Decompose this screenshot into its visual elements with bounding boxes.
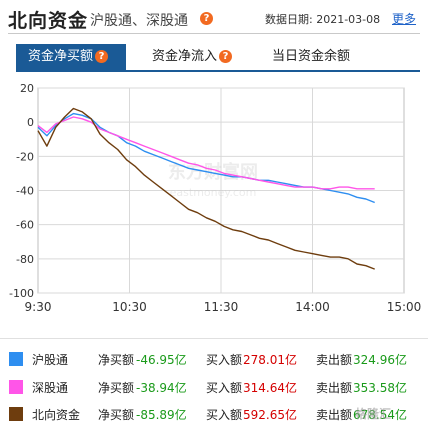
- help-icon[interactable]: ?: [200, 12, 213, 25]
- net-value: -85.89亿: [136, 408, 187, 422]
- sell-label: 卖出额: [316, 408, 353, 422]
- corner-watermark: 格隆汇: [355, 407, 392, 421]
- watermark-title: 东方财富网: [168, 161, 258, 183]
- sell-value: 353.58亿: [353, 381, 407, 395]
- legend-row-north: 北向资金 净买额 -85.89亿 买入额 592.65亿 卖出额 678.54亿: [0, 401, 428, 427]
- net-value: -46.95亿: [136, 353, 187, 367]
- sell-label: 卖出额: [316, 353, 353, 367]
- legend-swatch: [9, 352, 23, 366]
- tab-net-buy-label: 资金净买额: [28, 49, 94, 64]
- net-label: 净买额: [98, 408, 135, 422]
- x-tick-label: 11:30: [204, 300, 239, 314]
- sell-value: 678.54亿: [353, 408, 407, 422]
- y-tick-label: -40: [16, 185, 34, 198]
- net-value: -38.94亿: [136, 381, 187, 395]
- buy-value: 592.65亿: [243, 408, 297, 422]
- buy-label: 买入额: [206, 408, 243, 422]
- data-date: 数据日期: 2021-03-08: [265, 13, 381, 26]
- page-subtitle: 沪股通、深股通: [90, 13, 188, 29]
- legend-swatch: [9, 380, 23, 394]
- y-tick-label: -80: [16, 253, 34, 266]
- x-tick-label: 15:00: [387, 300, 422, 314]
- legend-row-sz: 深股通 净买额 -38.94亿 买入额 314.64亿 卖出额 353.58亿: [0, 374, 428, 400]
- buy-label: 买入额: [206, 381, 243, 395]
- buy-value: 314.64亿: [243, 381, 297, 395]
- line-chart: 东方财富网 eastmoney.com 200-20-40-60-80-100 …: [9, 82, 422, 314]
- net-label: 净买额: [98, 353, 135, 367]
- y-axis: 20 0 -20 -40 -60 -80 -100: [9, 82, 34, 300]
- watermark: 东方财富网 eastmoney.com: [168, 161, 258, 199]
- net-label: 净买额: [98, 381, 135, 395]
- legend-divider: [0, 338, 428, 339]
- page-title: 北向资金: [8, 10, 89, 32]
- x-tick-label: 14:00: [295, 300, 330, 314]
- buy-label: 买入额: [206, 353, 243, 367]
- legend-swatch: [9, 407, 23, 421]
- more-link[interactable]: 更多: [392, 12, 417, 26]
- help-icon[interactable]: ?: [219, 50, 233, 63]
- tab-underline: [16, 70, 420, 72]
- x-tick-label: 10:30: [112, 300, 147, 314]
- series-line-2: [37, 107, 375, 270]
- y-tick-label: -100: [9, 287, 34, 300]
- sell-label: 卖出额: [316, 381, 353, 395]
- tab-daily-balance[interactable]: 当日资金余额: [272, 44, 372, 70]
- sell-value: 324.96亿: [353, 353, 407, 367]
- tab-bar: 资金净买额? 资金净流入? 当日资金余额: [0, 44, 428, 72]
- tab-net-inflow-label: 资金净流入: [152, 49, 218, 64]
- y-tick-label: 20: [20, 82, 34, 95]
- header-divider: [8, 33, 420, 34]
- y-tick-label: -20: [16, 150, 34, 163]
- series-lines: [37, 107, 375, 270]
- tab-net-inflow[interactable]: 资金净流入?: [152, 44, 252, 70]
- x-axis: 9:30 10:30 11:30 14:00 15:00: [25, 300, 422, 314]
- watermark-url: eastmoney.com: [170, 186, 257, 199]
- y-tick-label: 0: [27, 116, 34, 129]
- legend-name: 沪股通: [32, 353, 69, 367]
- legend-row-sh: 沪股通 净买额 -46.95亿 买入额 278.01亿 卖出额 324.96亿: [0, 346, 428, 372]
- tab-daily-balance-label: 当日资金余额: [272, 49, 351, 64]
- legend-name: 深股通: [32, 381, 69, 395]
- x-tick-label: 9:30: [25, 300, 52, 314]
- header: 北向资金 沪股通、深股通 ? 数据日期: 2021-03-08 更多: [0, 0, 428, 36]
- grid: [38, 87, 404, 294]
- tab-net-buy[interactable]: 资金净买额?: [16, 44, 126, 70]
- buy-value: 278.01亿: [243, 353, 297, 367]
- help-icon[interactable]: ?: [95, 50, 109, 63]
- y-tick-label: -60: [16, 219, 34, 232]
- legend-name: 北向资金: [32, 408, 81, 422]
